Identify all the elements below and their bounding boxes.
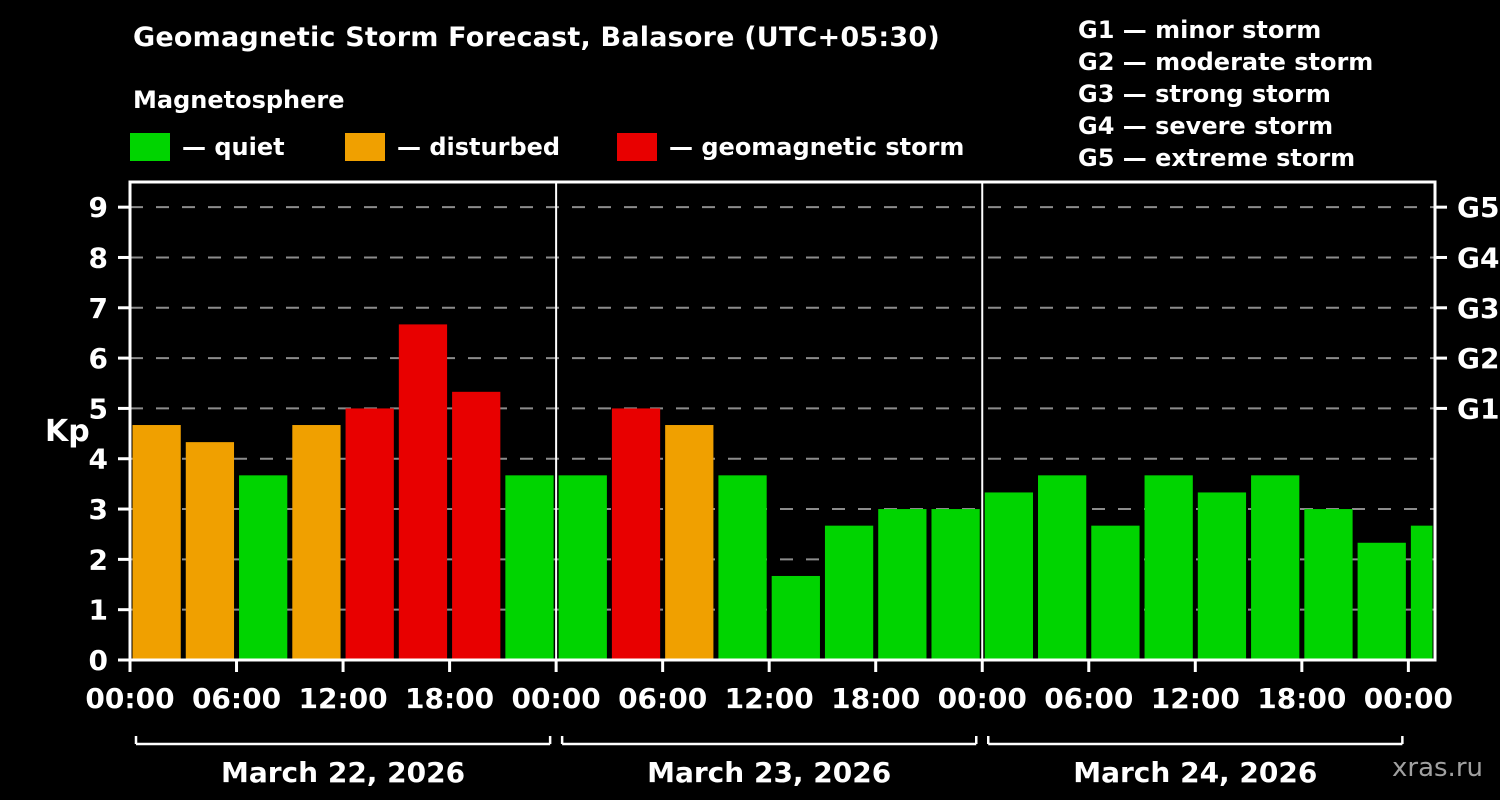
y-tick-label: 4 [89, 443, 108, 476]
kp-bar [665, 425, 714, 660]
y-tick-label: 9 [89, 191, 108, 224]
g-scale-item-g1: G1 — minor storm [1078, 16, 1322, 44]
y-tick-label: 6 [89, 342, 108, 375]
day-label: March 24, 2026 [1073, 756, 1317, 789]
kp-bar [1038, 475, 1087, 660]
y-tick-label: 5 [89, 392, 108, 425]
x-tick-label: 18:00 [405, 682, 494, 715]
kp-bar [1410, 525, 1433, 660]
g-scale-item-g5: G5 — extreme storm [1078, 144, 1356, 172]
y-axis-title: Kp [45, 414, 90, 449]
g-tick-label: G4 [1457, 241, 1499, 274]
kp-bar [1144, 475, 1193, 660]
kp-bar [345, 408, 394, 660]
kp-bar [931, 509, 980, 660]
quiet-color-swatch [130, 133, 170, 161]
x-tick-label: 00:00 [938, 682, 1027, 715]
day-label: March 22, 2026 [221, 756, 465, 789]
page-title: Geomagnetic Storm Forecast, Balasore (UT… [133, 22, 940, 53]
x-tick-label: 00:00 [512, 682, 601, 715]
kp-bar [452, 391, 501, 660]
g-tick-label: G2 [1457, 342, 1499, 375]
x-tick-label: 00:00 [1364, 682, 1453, 715]
kp-bar [1357, 542, 1406, 660]
x-tick-label: 00:00 [85, 682, 174, 715]
day-label: March 23, 2026 [647, 756, 891, 789]
legend-item-disturbed: — disturbed [345, 133, 560, 161]
x-tick-label: 18:00 [831, 682, 920, 715]
g-tick-label: G3 [1457, 292, 1499, 325]
g-tick-label: G5 [1457, 191, 1499, 224]
g-scale-item-g4: G4 — severe storm [1078, 112, 1334, 140]
x-tick-label: 12:00 [298, 682, 387, 715]
legend-item-quiet: — quiet [130, 133, 285, 161]
g-scale-legend: G1 — minor storm G2 — moderate storm G3 … [1078, 14, 1373, 174]
x-tick-label: 06:00 [618, 682, 707, 715]
disturbed-color-swatch [345, 133, 385, 161]
x-tick-label: 18:00 [1257, 682, 1346, 715]
x-tick-label: 12:00 [1151, 682, 1240, 715]
kp-bar [398, 324, 448, 660]
y-tick-label: 1 [89, 594, 108, 627]
kp-bar [1091, 525, 1140, 660]
kp-bar [984, 492, 1034, 660]
legend-label-storm: — geomagnetic storm [669, 133, 965, 161]
kp-bar [611, 408, 661, 660]
y-tick-label: 0 [89, 644, 108, 677]
kp-bar [505, 475, 554, 660]
x-tick-label: 06:00 [192, 682, 281, 715]
legend-label-quiet: — quiet [182, 133, 285, 161]
x-tick-label: 12:00 [725, 682, 814, 715]
kp-bar [771, 575, 820, 660]
watermark: xras.ru [1392, 753, 1483, 783]
storm-color-swatch [617, 133, 657, 161]
kp-bar [239, 475, 288, 660]
g-scale-item-g2: G2 — moderate storm [1078, 48, 1374, 76]
x-tick-label: 06:00 [1044, 682, 1133, 715]
y-tick-label: 3 [89, 493, 108, 526]
legend-label-disturbed: — disturbed [397, 133, 561, 161]
kp-bar [1251, 475, 1300, 660]
g-scale-item-g3: G3 — strong storm [1078, 80, 1331, 108]
kp-bar [132, 425, 181, 660]
kp-bar [558, 475, 607, 660]
kp-bar [1304, 509, 1353, 660]
y-tick-label: 8 [89, 241, 108, 274]
kp-bar [292, 425, 341, 660]
y-tick-label: 7 [89, 292, 108, 325]
y-tick-label: 2 [89, 543, 108, 576]
kp-bar [718, 475, 767, 660]
kp-bar [878, 509, 927, 660]
plot-border [128, 180, 1437, 662]
chart-subtitle: Magnetosphere [133, 86, 345, 114]
g-tick-label: G1 [1457, 392, 1499, 425]
kp-bar [824, 525, 874, 660]
legend-item-storm: — geomagnetic storm [617, 133, 964, 161]
kp-bar [185, 442, 235, 660]
kp-bar [1197, 492, 1247, 660]
